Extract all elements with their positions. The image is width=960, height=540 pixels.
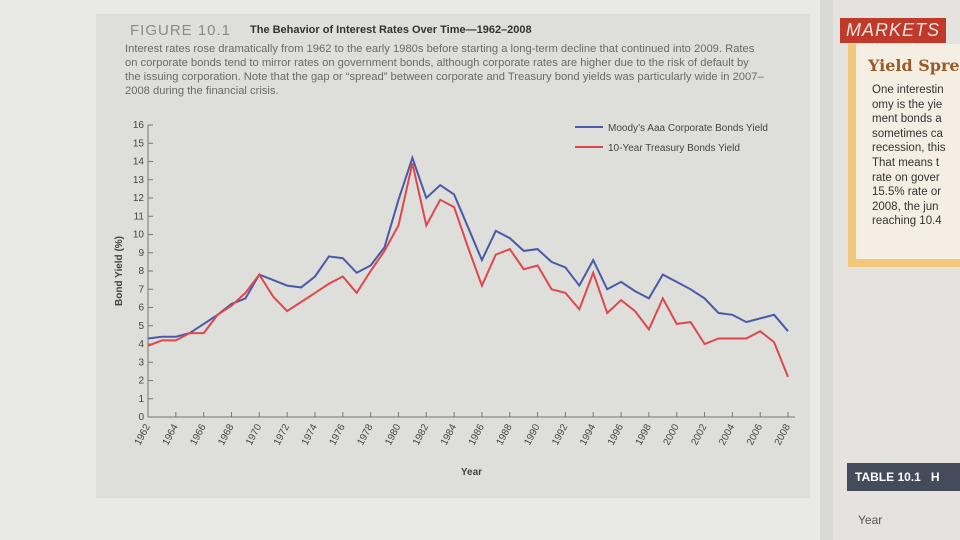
y-tick-label: 13 xyxy=(133,175,145,186)
series-line xyxy=(147,163,789,378)
y-tick-label: 6 xyxy=(138,303,144,314)
x-tick-label: 1974 xyxy=(300,422,320,447)
sidebar-line: 15.5% rate or xyxy=(872,186,942,199)
y-tick-label: 9 xyxy=(138,248,144,259)
x-tick-label: 2006 xyxy=(745,422,765,447)
y-tick-label: 16 xyxy=(133,120,145,131)
sidebar-box xyxy=(848,44,960,267)
x-tick-label: 1968 xyxy=(216,422,236,447)
y-axis-label: Bond Yield (%) xyxy=(114,236,125,306)
sidebar-line: That means t xyxy=(872,156,940,169)
sidebar-line: omy is the yie xyxy=(872,98,943,111)
sidebar-heading: MARKETS xyxy=(840,18,947,43)
x-tick-label: 1978 xyxy=(355,422,375,447)
y-tick-label: 15 xyxy=(133,138,145,149)
sidebar-line: recession, this xyxy=(872,142,946,155)
sidebar-line: rate on gover xyxy=(872,171,940,184)
y-tick-label: 7 xyxy=(138,284,144,295)
sidebar-subheading: Yield Spre xyxy=(868,56,960,75)
x-tick-label: 1984 xyxy=(439,422,459,447)
legend-label: 10-Year Treasury Bonds Yield xyxy=(608,143,740,154)
x-tick-label: 2004 xyxy=(717,422,737,447)
x-tick-label: 1988 xyxy=(495,422,515,447)
y-tick-label: 2 xyxy=(138,376,144,387)
x-tick-label: 1972 xyxy=(272,422,292,447)
sidebar-line: One interestin xyxy=(872,84,944,96)
y-tick-label: 0 xyxy=(138,412,144,423)
figure-label: FIGURE 10.1 xyxy=(130,22,232,39)
table-column: Year xyxy=(858,513,883,527)
y-tick-label: 1 xyxy=(138,394,144,405)
x-tick-label: 2008 xyxy=(773,422,793,447)
x-tick-label: 1976 xyxy=(328,422,348,447)
x-tick-label: 1964 xyxy=(161,422,181,447)
x-tick-label: 1994 xyxy=(578,422,598,447)
x-axis-label: Year xyxy=(461,467,482,478)
y-tick-label: 5 xyxy=(138,321,144,332)
y-tick-label: 11 xyxy=(134,211,145,222)
sidebar-line: ment bonds a xyxy=(872,113,942,126)
y-tick-label: 3 xyxy=(138,357,144,368)
sidebar-text: One interestin omy is the yie ment bonds a… xyxy=(872,83,946,229)
figure-title: The Behavior of Interest Rates Over Time… xyxy=(250,24,532,36)
x-tick-label: 1970 xyxy=(244,422,264,447)
figure-caption: Interest rates rose dramatically from 19… xyxy=(125,43,764,97)
sidebar-line: 2008, the jun xyxy=(872,200,939,213)
x-tick-label: 1982 xyxy=(411,422,431,447)
x-tick-label: 2002 xyxy=(689,422,709,447)
series-line xyxy=(147,154,789,340)
y-tick-label: 12 xyxy=(133,193,145,204)
y-tick-label: 14 xyxy=(133,157,145,168)
x-tick-label: 1992 xyxy=(550,422,570,447)
table-label: TABLE 10.1 xyxy=(855,470,921,484)
legend-label: Moody’s Aaa Corporate Bonds Yield xyxy=(608,123,768,134)
table-title: H xyxy=(930,470,940,484)
sidebar-line: sometimes ca xyxy=(872,127,943,140)
x-tick-label: 1996 xyxy=(606,422,626,447)
sidebar-line: reaching 10.4 xyxy=(872,215,942,228)
y-tick-label: 4 xyxy=(138,339,144,350)
y-tick-label: 10 xyxy=(133,230,145,241)
x-tick-label: 2000 xyxy=(662,422,682,447)
x-tick-label: 1980 xyxy=(383,422,403,447)
x-tick-label: 1998 xyxy=(634,422,654,447)
x-tick-label: 1966 xyxy=(188,422,208,447)
y-tick-label: 8 xyxy=(138,266,144,277)
table-header: TABLE 10.1 H xyxy=(847,463,960,491)
x-tick-label: 1962 xyxy=(133,422,153,447)
x-tick-label: 1990 xyxy=(522,422,542,447)
x-tick-label: 1986 xyxy=(467,422,487,447)
